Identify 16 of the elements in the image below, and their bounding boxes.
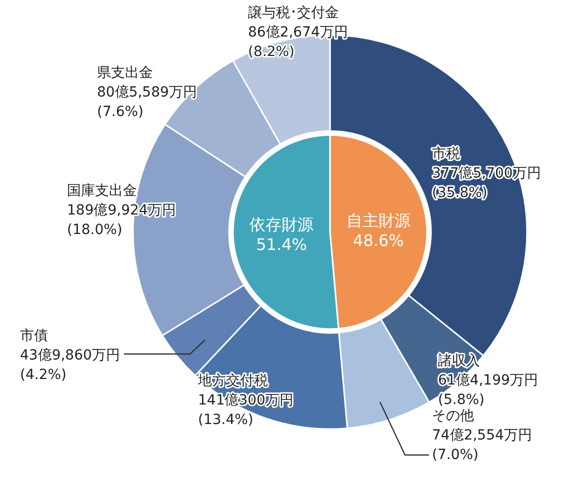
- data-label: 189億9,924万円 (18.0%): [67, 202, 176, 238]
- data-label: 51.4%: [256, 235, 307, 254]
- slice-label: その他: [432, 408, 474, 424]
- slice-label: 譲与税･交付金: [248, 5, 339, 21]
- data-label: 80億5,589万円 (7.6%): [97, 84, 197, 120]
- data-label: 74億2,554万円 (7.0%): [432, 428, 532, 463]
- data-label: 43億9,860万円 (4.2%): [20, 348, 120, 383]
- slice-label: 県支出金: [97, 65, 153, 81]
- data-label: 48.6%: [353, 230, 404, 250]
- slice-label: 市債: [20, 328, 48, 344]
- slice-label: 国庫支出金: [67, 183, 137, 199]
- slice-label: 諸収入: [438, 353, 480, 369]
- slice-label: 市税: [432, 146, 460, 162]
- slice-label: 依存財源: [250, 215, 314, 234]
- data-label: 61億4,199万円 (5.8%): [438, 372, 538, 408]
- slice-label: 自主財源: [346, 210, 410, 230]
